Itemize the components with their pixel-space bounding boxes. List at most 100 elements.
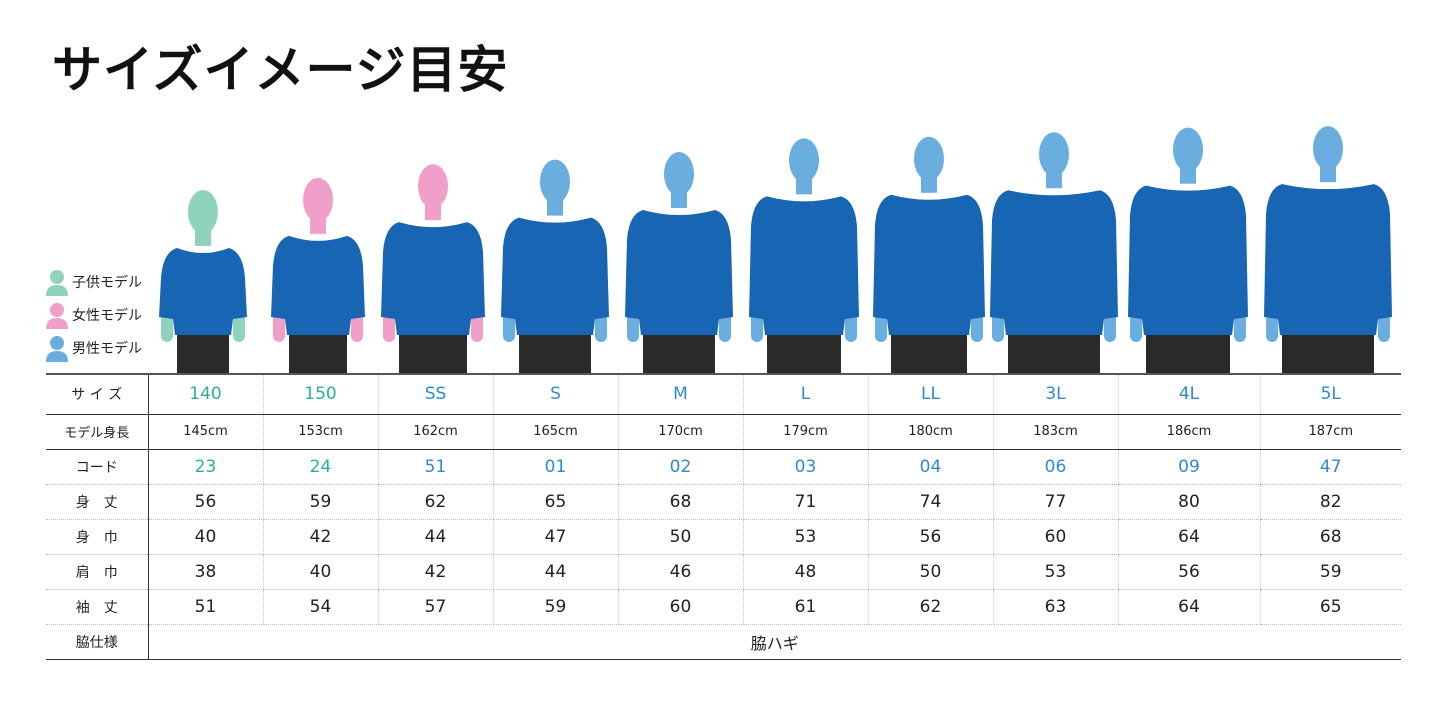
cell-shoulder: 44: [492, 554, 618, 590]
model-figure-4L: [1128, 127, 1248, 373]
cell-sleeve: 51: [147, 589, 263, 625]
cell-shoulder: 48: [742, 554, 868, 590]
cell-length: 74: [867, 484, 993, 520]
cell-code: 02: [617, 449, 743, 485]
model-figure-M: [625, 152, 733, 373]
cell-length: 71: [742, 484, 868, 520]
row-length: 身 丈 56 59 62 65 68 71 74 77 80 82: [46, 484, 1401, 520]
cell-height: 153cm: [262, 414, 378, 450]
person-icon: [46, 270, 68, 296]
cell-width: 47: [492, 519, 618, 555]
cell-sleeve: 63: [992, 589, 1118, 625]
cell-size: 3L: [992, 374, 1118, 415]
person-icon: [46, 336, 68, 362]
cell-size: 140: [147, 374, 263, 415]
cell-length: 59: [262, 484, 378, 520]
cell-side: 脇ハギ: [147, 624, 1401, 660]
cell-code: 23: [147, 449, 263, 485]
cell-length: 56: [147, 484, 263, 520]
cell-size: 4L: [1117, 374, 1260, 415]
row-label: サ イ ズ: [46, 374, 149, 415]
row-code: コード 23 24 51 01 02 03 04 06 09 47: [46, 449, 1401, 485]
cell-code: 24: [262, 449, 378, 485]
row-height: モデル身長 145cm 153cm 162cm 165cm 170cm 179cm 180cm…: [46, 414, 1401, 450]
cell-shoulder: 46: [617, 554, 743, 590]
model-figure-150: [271, 177, 365, 373]
cell-code: 06: [992, 449, 1118, 485]
model-figure-S: [501, 159, 609, 373]
cell-height: 183cm: [992, 414, 1118, 450]
cell-height: 179cm: [742, 414, 868, 450]
cell-code: 51: [377, 449, 493, 485]
cell-height: 165cm: [492, 414, 618, 450]
row-label: 身 丈: [46, 484, 149, 520]
row-width: 身 巾 40 42 44 47 50 53 56 60 64 68: [46, 519, 1401, 555]
cell-height: 180cm: [867, 414, 993, 450]
cell-code: 04: [867, 449, 993, 485]
cell-length: 80: [1117, 484, 1260, 520]
cell-height: 170cm: [617, 414, 743, 450]
legend-female: 女性モデル: [46, 301, 142, 329]
model-figure-5L: [1264, 126, 1392, 373]
row-size: サ イ ズ 140 150 SS S M L LL 3L 4L 5L: [46, 374, 1401, 415]
cell-width: 42: [262, 519, 378, 555]
cell-width: 56: [867, 519, 993, 555]
cell-width: 60: [992, 519, 1118, 555]
model-figure-SS: [381, 164, 485, 373]
legend-label: 男性モデル: [72, 341, 142, 357]
cell-width: 68: [1259, 519, 1401, 555]
cell-height: 186cm: [1117, 414, 1260, 450]
cell-shoulder: 50: [867, 554, 993, 590]
cell-code: 01: [492, 449, 618, 485]
cell-height: 187cm: [1259, 414, 1401, 450]
cell-size: M: [617, 374, 743, 415]
cell-sleeve: 61: [742, 589, 868, 625]
model-figure-LL: [873, 136, 985, 373]
cell-sleeve: 62: [867, 589, 993, 625]
cell-height: 162cm: [377, 414, 493, 450]
cell-size: S: [492, 374, 618, 415]
cell-length: 65: [492, 484, 618, 520]
cell-size: LL: [867, 374, 993, 415]
cell-width: 50: [617, 519, 743, 555]
cell-code: 03: [742, 449, 868, 485]
model-figure-140: [159, 190, 247, 373]
cell-width: 44: [377, 519, 493, 555]
person-icon: [46, 303, 68, 329]
cell-sleeve: 57: [377, 589, 493, 625]
cell-sleeve: 59: [492, 589, 618, 625]
cell-length: 77: [992, 484, 1118, 520]
cell-length: 82: [1259, 484, 1401, 520]
cell-shoulder: 53: [992, 554, 1118, 590]
cell-width: 53: [742, 519, 868, 555]
cell-size: L: [742, 374, 868, 415]
cell-width: 64: [1117, 519, 1260, 555]
page-title: サイズイメージ目安: [52, 41, 509, 99]
cell-shoulder: 40: [262, 554, 378, 590]
row-label: 肩 巾: [46, 554, 149, 590]
row-label: 袖 丈: [46, 589, 149, 625]
cell-length: 62: [377, 484, 493, 520]
cell-shoulder: 56: [1117, 554, 1260, 590]
cell-width: 40: [147, 519, 263, 555]
row-label: コード: [46, 449, 149, 485]
model-figures: [159, 126, 1392, 373]
cell-height: 145cm: [147, 414, 263, 450]
cell-code: 09: [1117, 449, 1260, 485]
cell-shoulder: 42: [377, 554, 493, 590]
legend-child: 子供モデル: [46, 268, 142, 296]
cell-sleeve: 64: [1117, 589, 1260, 625]
row-side: 脇仕様 脇ハギ: [46, 624, 1401, 660]
cell-size: SS: [377, 374, 493, 415]
cell-size: 150: [262, 374, 378, 415]
row-sleeve: 袖 丈 51 54 57 59 60 61 62 63 64 65: [46, 589, 1401, 625]
row-label: モデル身長: [46, 414, 149, 450]
row-label: 身 巾: [46, 519, 149, 555]
row-shoulder: 肩 巾 38 40 42 44 46 48 50 53 56 59: [46, 554, 1401, 590]
cell-sleeve: 60: [617, 589, 743, 625]
cell-size: 5L: [1259, 374, 1401, 415]
cell-code: 47: [1259, 449, 1401, 485]
cell-sleeve: 65: [1259, 589, 1401, 625]
cell-shoulder: 59: [1259, 554, 1401, 590]
